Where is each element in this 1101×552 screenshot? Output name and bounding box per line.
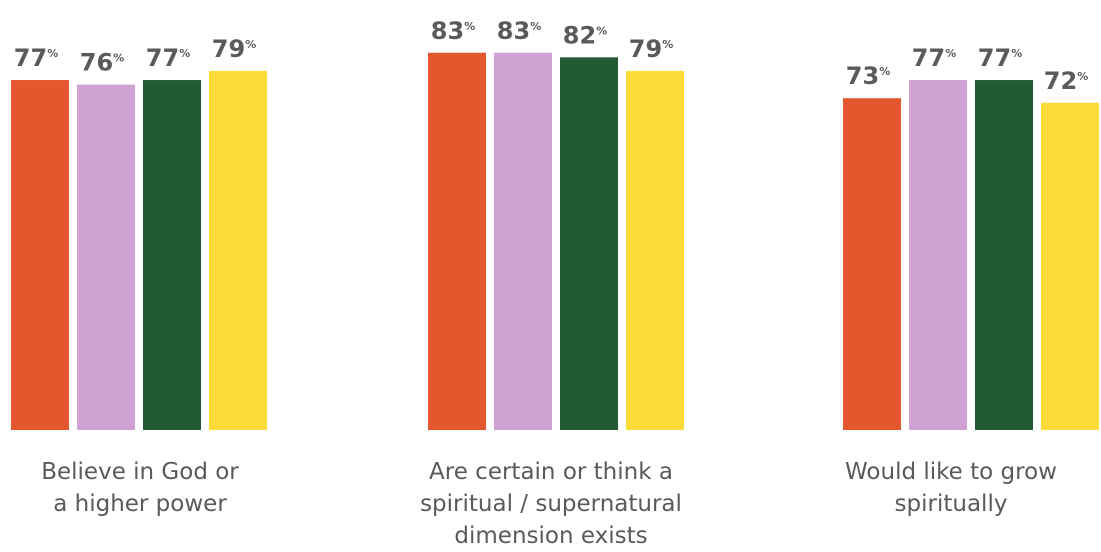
category-label-1-line-2: dimension exists	[454, 523, 648, 549]
bar-0-1	[77, 84, 135, 430]
data-label-0-0: 77%	[14, 44, 58, 72]
category-label-1-line-0: Are certain or think a	[429, 459, 673, 485]
category-label-0: Believe in God or a higher power	[0, 456, 310, 520]
bar-1-3	[626, 70, 684, 430]
data-label-0-3: 79%	[212, 35, 256, 63]
data-label-1-2: 82%	[563, 21, 607, 49]
bar-1-1	[494, 52, 552, 430]
data-label-2-3: 72%	[1044, 67, 1088, 95]
data-label-2-1: 77%	[912, 44, 956, 72]
bar-0-3	[209, 70, 267, 430]
bar-2-3	[1041, 102, 1099, 430]
bar-0-2	[143, 80, 201, 430]
data-label-1-0: 83%	[431, 17, 475, 45]
data-label-0-2: 77%	[146, 44, 190, 72]
category-label-2-line-0: Would like to grow	[845, 459, 1057, 485]
data-label-0-1: 76%	[80, 49, 124, 77]
category-label-1-line-1: spiritual / supernatural	[420, 491, 682, 517]
bar-1-2	[560, 57, 618, 431]
bar-2-0	[843, 98, 901, 430]
bar-2-1	[909, 80, 967, 430]
bar-0-0	[11, 80, 69, 430]
bar-2-2	[975, 80, 1033, 430]
category-label-2-line-1: spiritually	[894, 491, 1008, 517]
data-label-2-0: 73%	[846, 62, 890, 90]
bar-1-0	[428, 52, 486, 430]
data-label-1-1: 83%	[497, 17, 541, 45]
category-label-1: Are certain or think a spiritual / super…	[381, 456, 721, 552]
data-label-1-3: 79%	[629, 35, 673, 63]
data-label-2-2: 77%	[978, 44, 1022, 72]
category-label-0-line-0: Believe in God or	[41, 459, 239, 485]
category-label-0-line-1: a higher power	[53, 491, 227, 517]
category-label-2: Would like to grow spiritually	[781, 456, 1101, 520]
